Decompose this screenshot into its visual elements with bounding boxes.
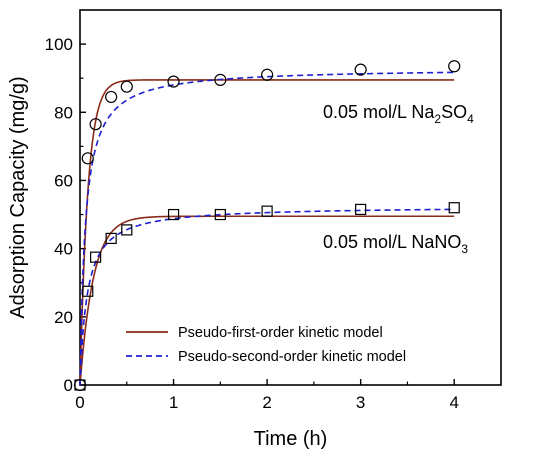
annotation-na2so4: 0.05 mol/L Na2SO4 xyxy=(323,102,474,126)
data-point-NaNO3 xyxy=(82,285,94,297)
data-point-NaNO3 xyxy=(355,203,367,216)
data-point-NaNO3 xyxy=(121,224,133,236)
x-tick-label: 0 xyxy=(75,393,84,412)
x-axis-title: Time (h) xyxy=(254,428,328,450)
y-tick-label: 60 xyxy=(54,171,73,190)
legend-label: Pseudo-second-order kinetic model xyxy=(178,349,406,365)
pso-curve-Na2SO4 xyxy=(79,71,455,386)
data-point-Na2SO4 xyxy=(354,63,367,76)
y-tick-label: 40 xyxy=(54,240,73,259)
annotations: 0.05 mol/L Na2SO4 0.05 mol/L NaNO3 xyxy=(323,102,474,256)
data-point-Na2SO4 xyxy=(448,60,461,73)
plot-frame xyxy=(79,9,502,386)
data-point-NaNO3 xyxy=(261,205,273,217)
data-point-Na2SO4 xyxy=(89,118,102,131)
y-tick-label: 80 xyxy=(54,103,73,122)
data-point-Na2SO4 xyxy=(214,73,227,86)
legend: Pseudo-first-order kinetic model Pseudo-s… xyxy=(126,325,406,365)
y-tick-label: 100 xyxy=(45,35,73,54)
pso-curve-NaNO3 xyxy=(79,208,455,386)
data-point-NaNO3 xyxy=(448,202,460,214)
data-point-NaNO3 xyxy=(105,232,117,245)
data-point-Na2SO4 xyxy=(167,75,180,88)
data-point-NaNO3 xyxy=(214,208,226,221)
y-tick-label: 20 xyxy=(54,308,73,327)
data-markers xyxy=(73,60,461,392)
data-point-Na2SO4 xyxy=(105,90,118,104)
legend-label: Pseudo-first-order kinetic model xyxy=(178,325,383,341)
y-tick-label: 0 xyxy=(64,376,73,395)
data-point-Na2SO4 xyxy=(81,152,94,165)
plot-area xyxy=(79,9,502,386)
data-point-NaNO3 xyxy=(90,251,102,263)
annotation-nano3: 0.05 mol/L NaNO3 xyxy=(323,232,468,256)
data-point-NaNO3 xyxy=(74,379,86,391)
data-point-Na2SO4 xyxy=(120,80,133,93)
y-axis-title: Adsorption Capacity (mg/g) xyxy=(7,76,29,318)
y-axis: 0 20 40 60 80 100 xyxy=(45,35,86,395)
x-tick-label: 2 xyxy=(262,393,271,412)
x-axis: 0 1 2 3 4 xyxy=(75,379,459,412)
x-tick-label: 3 xyxy=(356,393,365,412)
x-tick-label: 1 xyxy=(169,393,178,412)
x-tick-label: 4 xyxy=(449,393,458,412)
data-point-NaNO3 xyxy=(167,208,180,221)
data-point-Na2SO4 xyxy=(261,68,274,81)
